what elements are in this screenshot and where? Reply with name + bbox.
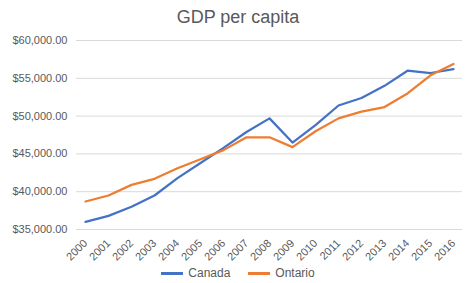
svg-text:2002: 2002 (110, 237, 136, 263)
svg-text:2014: 2014 (386, 237, 412, 263)
svg-text:2008: 2008 (248, 237, 274, 263)
svg-text:$60,000.00: $60,000.00 (12, 34, 67, 46)
svg-text:2000: 2000 (64, 237, 90, 263)
svg-text:2011: 2011 (317, 237, 342, 262)
svg-text:2005: 2005 (179, 237, 205, 263)
svg-text:2016: 2016 (432, 237, 458, 263)
svg-text:2015: 2015 (409, 237, 435, 263)
svg-text:2001: 2001 (87, 237, 113, 263)
svg-text:2010: 2010 (294, 237, 320, 263)
svg-text:$50,000.00: $50,000.00 (12, 110, 67, 122)
svg-text:2003: 2003 (133, 237, 159, 263)
svg-text:2004: 2004 (156, 237, 182, 263)
html-text:Ontario: Ontario (275, 266, 315, 280)
svg-text:2007: 2007 (225, 237, 251, 263)
html-text:GDP per capita: GDP per capita (176, 7, 300, 27)
svg-text:$35,000.00: $35,000.00 (12, 223, 67, 235)
svg-text:2013: 2013 (363, 237, 389, 263)
svg-text:$40,000.00: $40,000.00 (12, 185, 67, 197)
svg-text:2009: 2009 (271, 237, 297, 263)
html-text:Canada: Canada (188, 266, 231, 280)
svg-text:2012: 2012 (340, 237, 366, 263)
svg-text:$55,000.00: $55,000.00 (12, 72, 67, 84)
svg-text:2006: 2006 (202, 237, 228, 263)
svg-text:$45,000.00: $45,000.00 (12, 147, 67, 159)
